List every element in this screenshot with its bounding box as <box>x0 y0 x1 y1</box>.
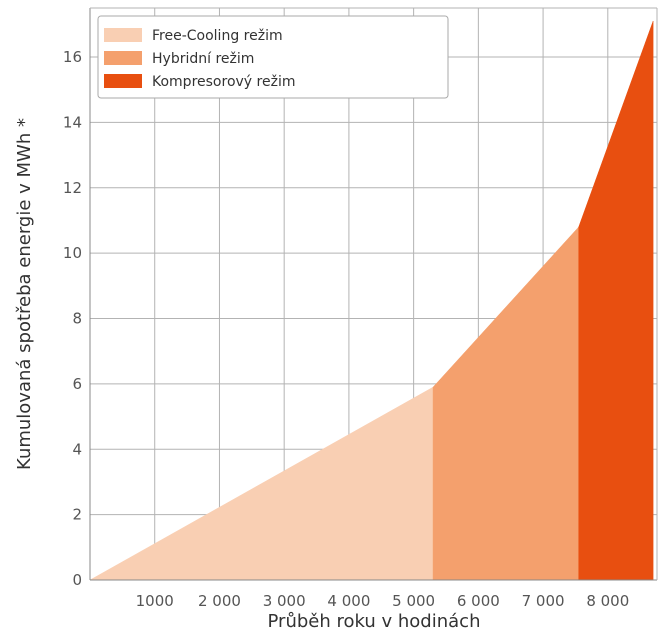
x-tick-label-7: 7 000 <box>522 592 565 610</box>
y-tick-label-3: 4 <box>72 440 82 458</box>
y-tick-label-7: 12 <box>63 179 82 197</box>
x-tick-label-1: 1000 <box>136 592 174 610</box>
y-tick-label-4: 6 <box>72 375 82 393</box>
y-tick-label-2: 2 <box>72 506 82 524</box>
x-axis-label: Průběh roku v hodinách <box>268 611 481 632</box>
legend-label-free-cooling: Free-Cooling režim <box>152 28 283 44</box>
y-tick-label-6: 10 <box>63 244 82 262</box>
legend-swatch-hybrid <box>104 51 142 65</box>
x-tick-label-5: 5 000 <box>392 592 435 610</box>
x-tick-label-2: 2 000 <box>198 592 241 610</box>
legend-label-compressor: Kompresorový režim <box>152 74 295 90</box>
y-tick-label-8: 14 <box>63 113 82 131</box>
x-tick-label-6: 6 000 <box>457 592 500 610</box>
y-axis-label: Kumulovaná spotřeba energie v MWh * <box>14 118 35 470</box>
plot-frame <box>89 7 658 581</box>
legend-label-hybrid: Hybridní režim <box>152 51 254 67</box>
x-tick-label-4: 4 000 <box>327 592 370 610</box>
x-tick-label-8: 8 000 <box>586 592 629 610</box>
legend: Free-Cooling režim Hybridní režim Kompre… <box>97 15 449 99</box>
legend-swatch-free-cooling <box>104 28 142 42</box>
legend-box <box>97 15 449 99</box>
legend-swatch-compressor <box>104 74 142 88</box>
y-tick-label-1: 0 <box>72 571 82 589</box>
area-series <box>89 20 654 581</box>
y-tick-label-5: 8 <box>72 310 82 328</box>
tick-labels: 1000 2 000 3 000 4 000 5 000 6 000 7 000 8 000 0… <box>63 48 629 610</box>
x-tick-label-3: 3 000 <box>263 592 306 610</box>
y-tick-label-9: 16 <box>63 48 82 66</box>
